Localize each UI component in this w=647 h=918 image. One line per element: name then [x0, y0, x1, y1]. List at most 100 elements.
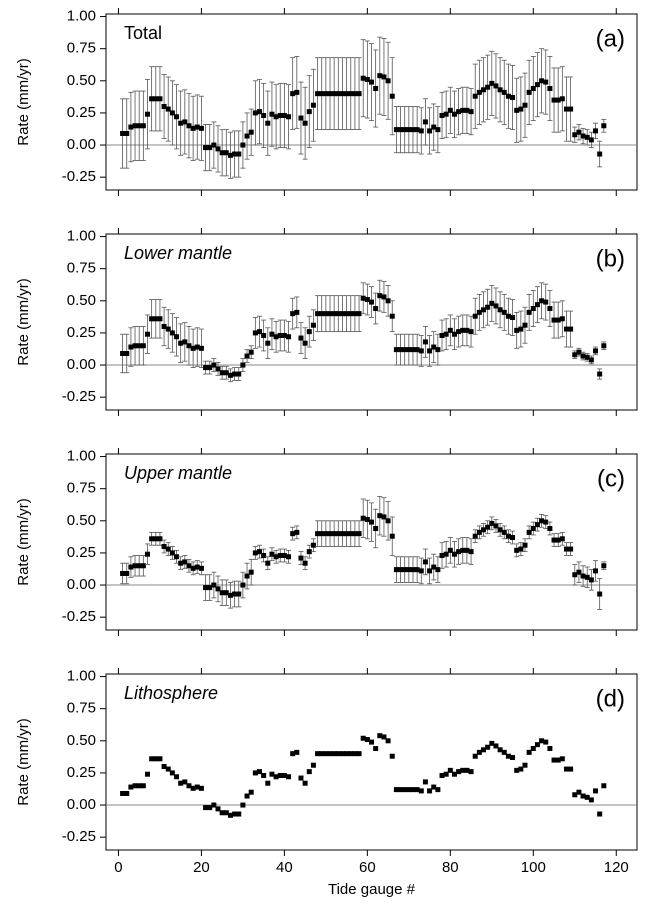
point — [568, 546, 574, 552]
point — [190, 125, 196, 131]
point — [236, 591, 242, 597]
point — [161, 543, 167, 549]
point — [315, 311, 321, 317]
point — [456, 769, 462, 775]
point — [306, 329, 312, 335]
point — [393, 567, 399, 573]
point — [481, 527, 487, 533]
point — [439, 332, 445, 338]
point — [306, 769, 312, 775]
point — [269, 331, 275, 337]
point — [501, 529, 507, 535]
point — [178, 120, 184, 126]
point — [344, 91, 350, 97]
point — [588, 137, 594, 143]
point — [352, 311, 358, 317]
point — [186, 343, 192, 349]
point — [186, 563, 192, 569]
point — [539, 738, 545, 744]
point — [447, 547, 453, 553]
point — [360, 295, 366, 301]
point — [256, 549, 262, 555]
point — [223, 590, 229, 596]
point — [505, 533, 511, 539]
point — [447, 327, 453, 333]
point — [505, 93, 511, 99]
point — [597, 151, 603, 157]
point — [543, 299, 549, 305]
point — [194, 784, 200, 790]
point — [261, 552, 267, 558]
point — [302, 120, 308, 126]
point — [597, 811, 603, 817]
point — [418, 568, 424, 574]
point — [443, 771, 449, 777]
point — [215, 146, 221, 152]
point — [422, 119, 428, 125]
point — [410, 347, 416, 353]
point — [439, 112, 445, 118]
point — [576, 349, 582, 355]
point — [547, 86, 553, 92]
point — [497, 307, 503, 313]
point — [269, 111, 275, 117]
point — [190, 785, 196, 791]
point — [265, 560, 271, 566]
point — [460, 547, 466, 553]
point — [132, 563, 138, 569]
point — [456, 329, 462, 335]
point — [281, 332, 287, 338]
point — [149, 96, 155, 102]
point — [543, 519, 549, 525]
point — [277, 552, 283, 558]
point — [207, 145, 213, 151]
panel-name: Upper mantle — [124, 463, 232, 483]
point — [327, 751, 333, 757]
panel-label: (a) — [596, 25, 625, 52]
y-tick-label: 1.00 — [67, 228, 96, 245]
point — [153, 756, 159, 762]
x-tick-label: 20 — [193, 859, 210, 876]
point — [410, 567, 416, 573]
point — [244, 793, 250, 799]
point — [290, 91, 296, 97]
point — [153, 536, 159, 542]
point — [377, 733, 383, 739]
point — [551, 97, 557, 103]
point — [551, 537, 557, 543]
point — [406, 787, 412, 793]
point — [563, 766, 569, 772]
point — [252, 330, 258, 336]
point — [472, 313, 478, 319]
point — [414, 787, 420, 793]
point — [597, 591, 603, 597]
point — [344, 311, 350, 317]
point — [219, 370, 225, 376]
point — [140, 343, 146, 349]
point — [402, 127, 408, 133]
point — [539, 78, 545, 84]
point — [514, 767, 520, 773]
y-tick-label: 0.25 — [67, 764, 96, 781]
point — [236, 151, 242, 157]
point — [443, 551, 449, 557]
point — [149, 316, 155, 322]
point — [518, 766, 524, 772]
point — [485, 524, 491, 530]
point — [373, 526, 379, 532]
point — [389, 533, 395, 539]
panel-label: (b) — [596, 245, 625, 272]
point — [144, 111, 150, 117]
point — [124, 130, 130, 136]
point — [348, 751, 354, 757]
point — [418, 348, 424, 354]
point — [393, 787, 399, 793]
point — [223, 810, 229, 816]
point — [265, 780, 271, 786]
point — [302, 560, 308, 566]
point — [518, 326, 524, 332]
y-tick-label: 0.75 — [67, 40, 96, 57]
point — [539, 298, 545, 304]
point — [157, 536, 163, 542]
